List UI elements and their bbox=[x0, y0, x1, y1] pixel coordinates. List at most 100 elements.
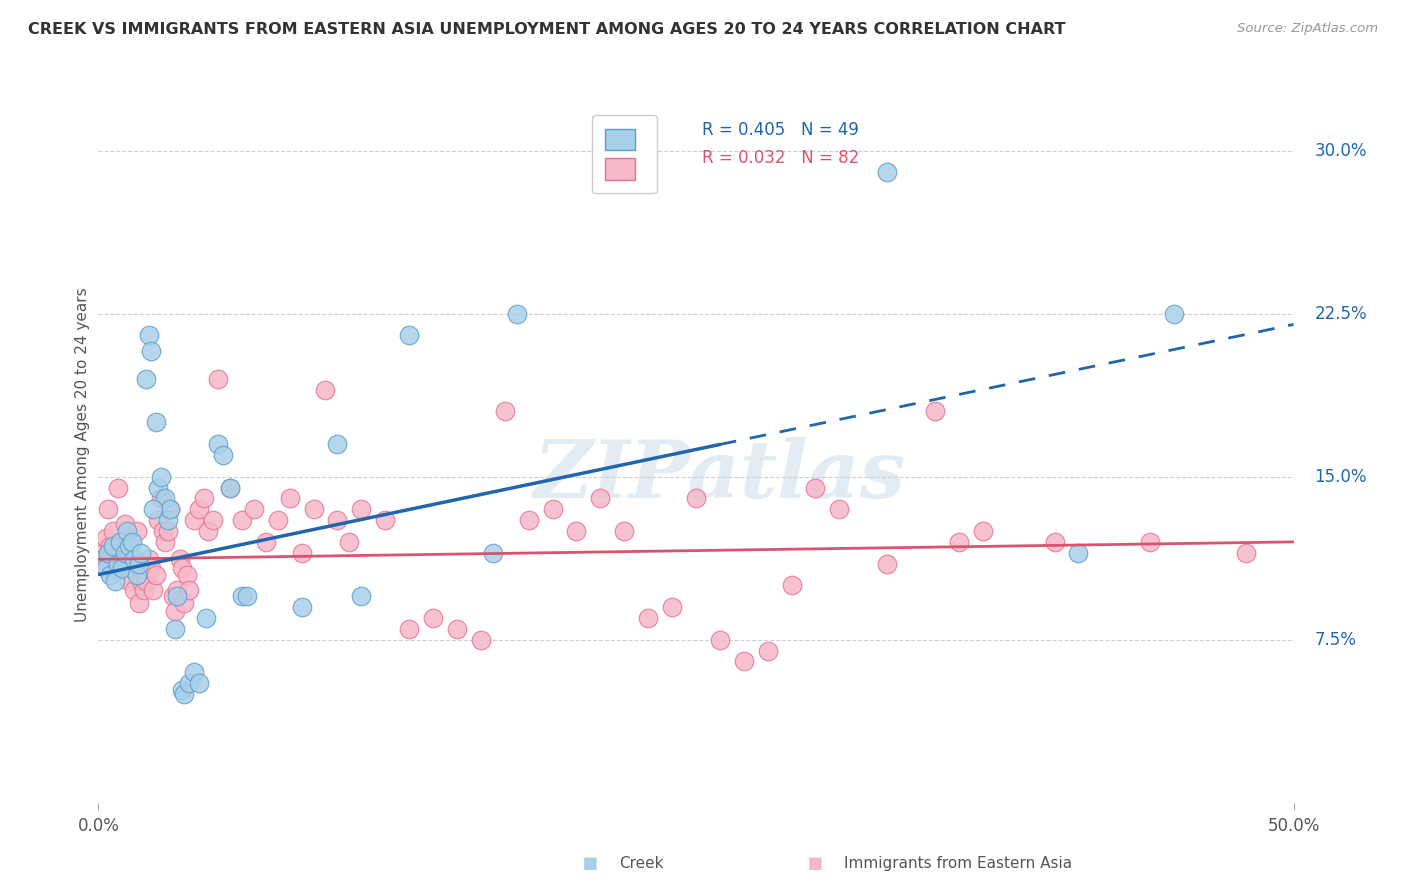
Legend: , : , bbox=[592, 115, 657, 194]
Point bbox=[125, 524, 148, 538]
Point bbox=[108, 535, 131, 549]
Point bbox=[148, 513, 170, 527]
Point bbox=[350, 502, 373, 516]
Point bbox=[337, 535, 360, 549]
Point bbox=[207, 372, 229, 386]
Point bbox=[91, 552, 114, 566]
Point bbox=[242, 502, 264, 516]
Point bbox=[235, 589, 257, 603]
Text: 22.5%: 22.5% bbox=[1315, 304, 1367, 323]
Point bbox=[398, 622, 420, 636]
Text: CREEK VS IMMIGRANTS FROM EASTERN ASIA UNEMPLOYMENT AMONG AGES 20 TO 24 YEARS COR: CREEK VS IMMIGRANTS FROM EASTERN ASIA UN… bbox=[28, 22, 1066, 37]
Point bbox=[541, 502, 564, 516]
Point bbox=[131, 546, 153, 560]
Point bbox=[876, 557, 898, 571]
Point bbox=[115, 561, 138, 575]
Point bbox=[290, 546, 312, 560]
Point bbox=[115, 524, 138, 538]
Point bbox=[132, 582, 155, 597]
Point bbox=[139, 343, 162, 358]
Point bbox=[156, 524, 179, 538]
Text: ▪: ▪ bbox=[807, 852, 824, 875]
Point bbox=[326, 437, 349, 451]
Text: 7.5%: 7.5% bbox=[1315, 631, 1357, 648]
Point bbox=[118, 539, 141, 553]
Point bbox=[111, 546, 134, 560]
Point bbox=[1163, 307, 1185, 321]
Point bbox=[104, 552, 127, 566]
Point bbox=[145, 567, 167, 582]
Point bbox=[637, 611, 659, 625]
Text: R = 0.032   N = 82: R = 0.032 N = 82 bbox=[702, 149, 859, 167]
Point bbox=[446, 622, 468, 636]
Point bbox=[374, 513, 396, 527]
Point bbox=[149, 491, 172, 506]
Point bbox=[613, 524, 636, 538]
Point bbox=[173, 596, 195, 610]
Point bbox=[924, 404, 946, 418]
Point bbox=[125, 567, 148, 582]
Point bbox=[142, 582, 165, 597]
Point bbox=[187, 676, 209, 690]
Point bbox=[481, 546, 505, 560]
Point bbox=[197, 524, 219, 538]
Point bbox=[876, 165, 898, 179]
Point bbox=[1067, 546, 1090, 560]
Point bbox=[972, 524, 994, 538]
Point bbox=[97, 546, 120, 560]
Point bbox=[948, 535, 970, 549]
Point bbox=[211, 448, 233, 462]
Point bbox=[194, 611, 217, 625]
Text: Creek: Creek bbox=[619, 856, 664, 871]
Point bbox=[828, 502, 851, 516]
Point bbox=[107, 557, 129, 571]
Point bbox=[173, 687, 195, 701]
Y-axis label: Unemployment Among Ages 20 to 24 years: Unemployment Among Ages 20 to 24 years bbox=[75, 287, 90, 623]
Point bbox=[187, 502, 209, 516]
Point bbox=[124, 582, 146, 597]
Point bbox=[179, 582, 201, 597]
Point bbox=[131, 574, 153, 588]
Point bbox=[804, 481, 827, 495]
Point bbox=[101, 524, 124, 538]
Point bbox=[142, 502, 165, 516]
Point bbox=[231, 589, 253, 603]
Point bbox=[183, 513, 205, 527]
Point bbox=[494, 404, 516, 418]
Point bbox=[1234, 546, 1257, 560]
Point bbox=[172, 682, 194, 697]
Point bbox=[159, 502, 181, 516]
Point bbox=[94, 531, 117, 545]
Point bbox=[128, 557, 150, 571]
Point bbox=[135, 574, 157, 588]
Point bbox=[145, 415, 167, 429]
Point bbox=[114, 517, 136, 532]
Point bbox=[163, 622, 186, 636]
Point bbox=[780, 578, 803, 592]
Point bbox=[121, 552, 143, 566]
Point bbox=[267, 513, 290, 527]
Point bbox=[138, 328, 160, 343]
Point bbox=[661, 600, 683, 615]
Point bbox=[104, 574, 127, 588]
Point bbox=[162, 589, 184, 603]
Point bbox=[589, 491, 612, 506]
Point bbox=[733, 655, 755, 669]
Text: 30.0%: 30.0% bbox=[1315, 142, 1367, 160]
Text: R = 0.405   N = 49: R = 0.405 N = 49 bbox=[702, 121, 859, 139]
Point bbox=[219, 481, 242, 495]
Point bbox=[1043, 535, 1066, 549]
Text: 15.0%: 15.0% bbox=[1315, 467, 1367, 485]
Point bbox=[207, 437, 229, 451]
Point bbox=[350, 589, 373, 603]
Point bbox=[506, 307, 529, 321]
Point bbox=[128, 596, 150, 610]
Point bbox=[254, 535, 277, 549]
Point bbox=[166, 589, 188, 603]
Point bbox=[398, 328, 420, 343]
Point bbox=[139, 561, 162, 575]
Point bbox=[169, 552, 191, 566]
Point bbox=[138, 552, 160, 566]
Point bbox=[159, 502, 181, 516]
Point bbox=[111, 561, 134, 575]
